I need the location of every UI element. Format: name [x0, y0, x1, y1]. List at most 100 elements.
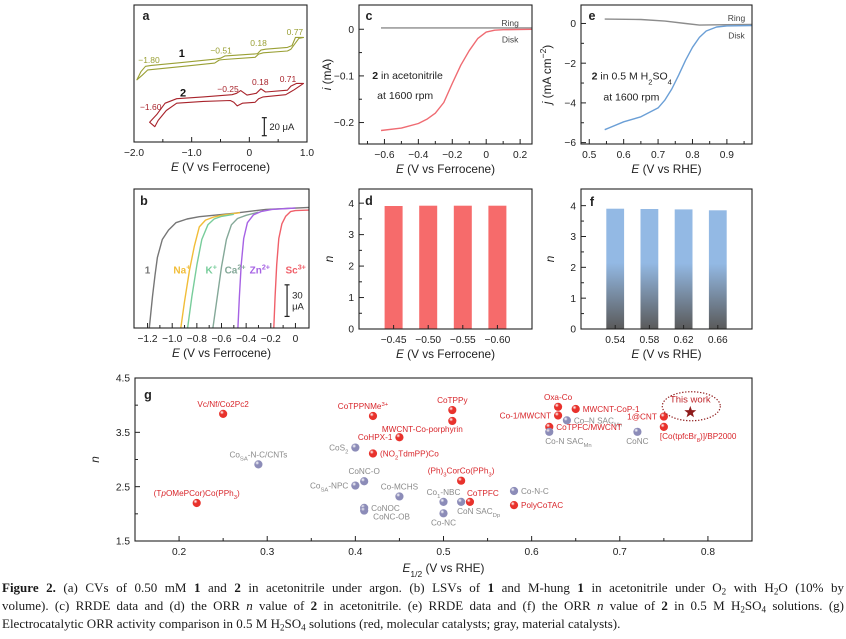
annotation-a: −1.60 [140, 102, 162, 112]
y-tick-label: 3 [570, 232, 576, 243]
panel-c: −0.6 −0.4 −0.2 0 0.20−0.1−0.2E (V vs Ferroce… [320, 4, 533, 176]
y-tick-label: 0 [570, 325, 576, 336]
marker-molecular [395, 433, 404, 442]
highlight-ellipse [661, 391, 721, 422]
y-tick-label: 0 [348, 325, 354, 336]
point-label-part: (Ph) [428, 467, 444, 476]
x-axis-label-c-part: E [396, 162, 404, 176]
point-label: Co–N SACMn [574, 416, 622, 428]
point-label-part: Oxa-Co [544, 393, 573, 402]
y-axis-label-e-part: −2 [538, 48, 548, 58]
point-label-part: CoS [329, 444, 345, 453]
y-axis-label-c-part: (mA) [320, 59, 334, 88]
caption-line: Figure 2. (a) CVs of 0.50 mM 1 and 2 in … [2, 579, 844, 597]
y-axis-label-g-part: n [88, 456, 102, 463]
annotation-c: Disk [502, 34, 519, 44]
point-label-part: Co [229, 450, 240, 459]
x-axis-label-f: E (V vs RHE) [631, 347, 701, 361]
annotation-a-part: 1 [179, 48, 185, 60]
data-point: This work [661, 391, 721, 422]
point-label: CoTPFC/MWCNT [556, 423, 622, 432]
marker-material [562, 416, 572, 425]
series-b-sc3 [273, 209, 309, 328]
x-tick-label: −0.4 [236, 334, 256, 345]
x-tick-label: −0.4 [408, 150, 428, 161]
y-axis-label-e-part: j [540, 101, 554, 106]
point-label-part: Dp [493, 513, 501, 519]
bar-d-1 [419, 205, 438, 329]
point-label-part: 3 [488, 473, 492, 479]
annotation-a: 0.71 [280, 74, 297, 84]
y-axis-label-d: n [322, 255, 336, 262]
point-label: CoTPPNMe3+ [338, 402, 389, 411]
x-tick-label: 0 [246, 148, 252, 159]
y-tick-label: 2 [570, 263, 576, 274]
caption-text: in acetonitrile. (e) RRDE data and (f) t… [317, 598, 597, 613]
panel-letter-a: a [143, 9, 151, 23]
plot-frame-c [358, 4, 533, 145]
x-tick-label: 0 [293, 334, 299, 345]
annotation-e-part: Ring [728, 13, 746, 23]
point-label-part: ) [492, 467, 495, 476]
y-tick-label: −0.2 [334, 118, 354, 129]
annotation-c-part: in acetonitrile [378, 70, 443, 82]
annotation-a-part: 2 [180, 88, 186, 100]
caption-text: 1 [193, 580, 201, 595]
caption-text: Electrocatalytic ORR activity comparison… [2, 616, 280, 631]
annotation-b: Na+ [173, 262, 190, 277]
data-point: [Co(tpfcBr8)]/BP2000 [659, 422, 737, 444]
annotation-e-part: at 1600 rpm [603, 92, 659, 104]
panel-f: 0.54 0.58 0.62 0.66 0 1 2 3 4 E (V vs RHE) n f [543, 188, 753, 361]
panel-g: 0.2 0.3 0.4 0.5 0.6 0.7 0.8 1.5 2.5 3.5 4.5 E1/2 (V… [88, 374, 753, 578]
marker-molecular [448, 405, 457, 415]
annotation-c-part: Disk [502, 34, 519, 44]
x-axis-label-e-part: E [631, 162, 639, 176]
point-label-part: Co-NC [431, 518, 456, 527]
caption-text: n [596, 598, 604, 613]
annotation-e-part: SO [652, 71, 667, 83]
annotation-b-part: Ca [225, 265, 238, 276]
y-tick-label: −2 [564, 59, 576, 70]
caption-text: SO [744, 598, 762, 613]
marker-material [254, 460, 263, 469]
annotation-e: Ring [728, 13, 746, 23]
panel-a: −2.0 −1.0 0 1.0 E (V vs Ferrocene) a −1.80 1 −0.… [124, 4, 314, 174]
x-axis-label-c-part: (V vs Ferrocene) [404, 162, 495, 176]
panel-letter-f: f [590, 195, 595, 209]
annotation-b: Sc3+ [285, 262, 305, 277]
data-point: Co-N SACMn [545, 427, 592, 449]
x-tick-label: −0.8 [187, 334, 207, 345]
caption-text: and M-hung [494, 580, 578, 595]
point-label-part: 8 [697, 438, 701, 444]
annotation-b: Ca2+ [225, 262, 246, 277]
x-tick-label: −0.2 [442, 150, 462, 161]
point-label: (Ph)3CorCo(PPh3) [428, 467, 495, 479]
bar-d-2 [453, 205, 472, 329]
point-label-part: )]/BP2000 [700, 432, 737, 441]
x-axis-label-b-part: E [172, 346, 180, 360]
caption-text: 2 [280, 622, 285, 633]
data-point: CoNC-OB [360, 506, 411, 522]
point-label: Co-1/MWCNT [500, 411, 551, 420]
point-label: CoN SACDp [457, 507, 501, 519]
point-label: CoNC [626, 437, 648, 446]
point-label: 1@CNT [627, 413, 657, 422]
series-b-zn2 [237, 207, 296, 328]
caption-text: 4 [301, 622, 306, 633]
panel-e: 0.5 0.6 0.7 0.8 0.9 0 −2 −4 −6 E (V vs RHE) j (mA … [538, 4, 753, 176]
y-tick-label: 2.5 [116, 482, 130, 493]
annotation-e: Disk [728, 30, 745, 40]
point-label-part: Mn [583, 443, 591, 449]
y-axis-label-e: j (mA cm−2) [538, 45, 554, 107]
x-tick-label: 0.7 [651, 150, 665, 161]
point-label-part: p [160, 489, 166, 498]
series-a-2 [149, 82, 305, 128]
point-label: CoNC-OB [373, 513, 410, 522]
annotation-b-part: + [213, 262, 217, 271]
point-label-part: CoHPX-1 [358, 433, 393, 442]
data-point: CoN SACDp [457, 497, 501, 519]
point-label-part: CorCo(PPh [447, 467, 489, 476]
annotation-a-part: 0.18 [252, 77, 269, 87]
